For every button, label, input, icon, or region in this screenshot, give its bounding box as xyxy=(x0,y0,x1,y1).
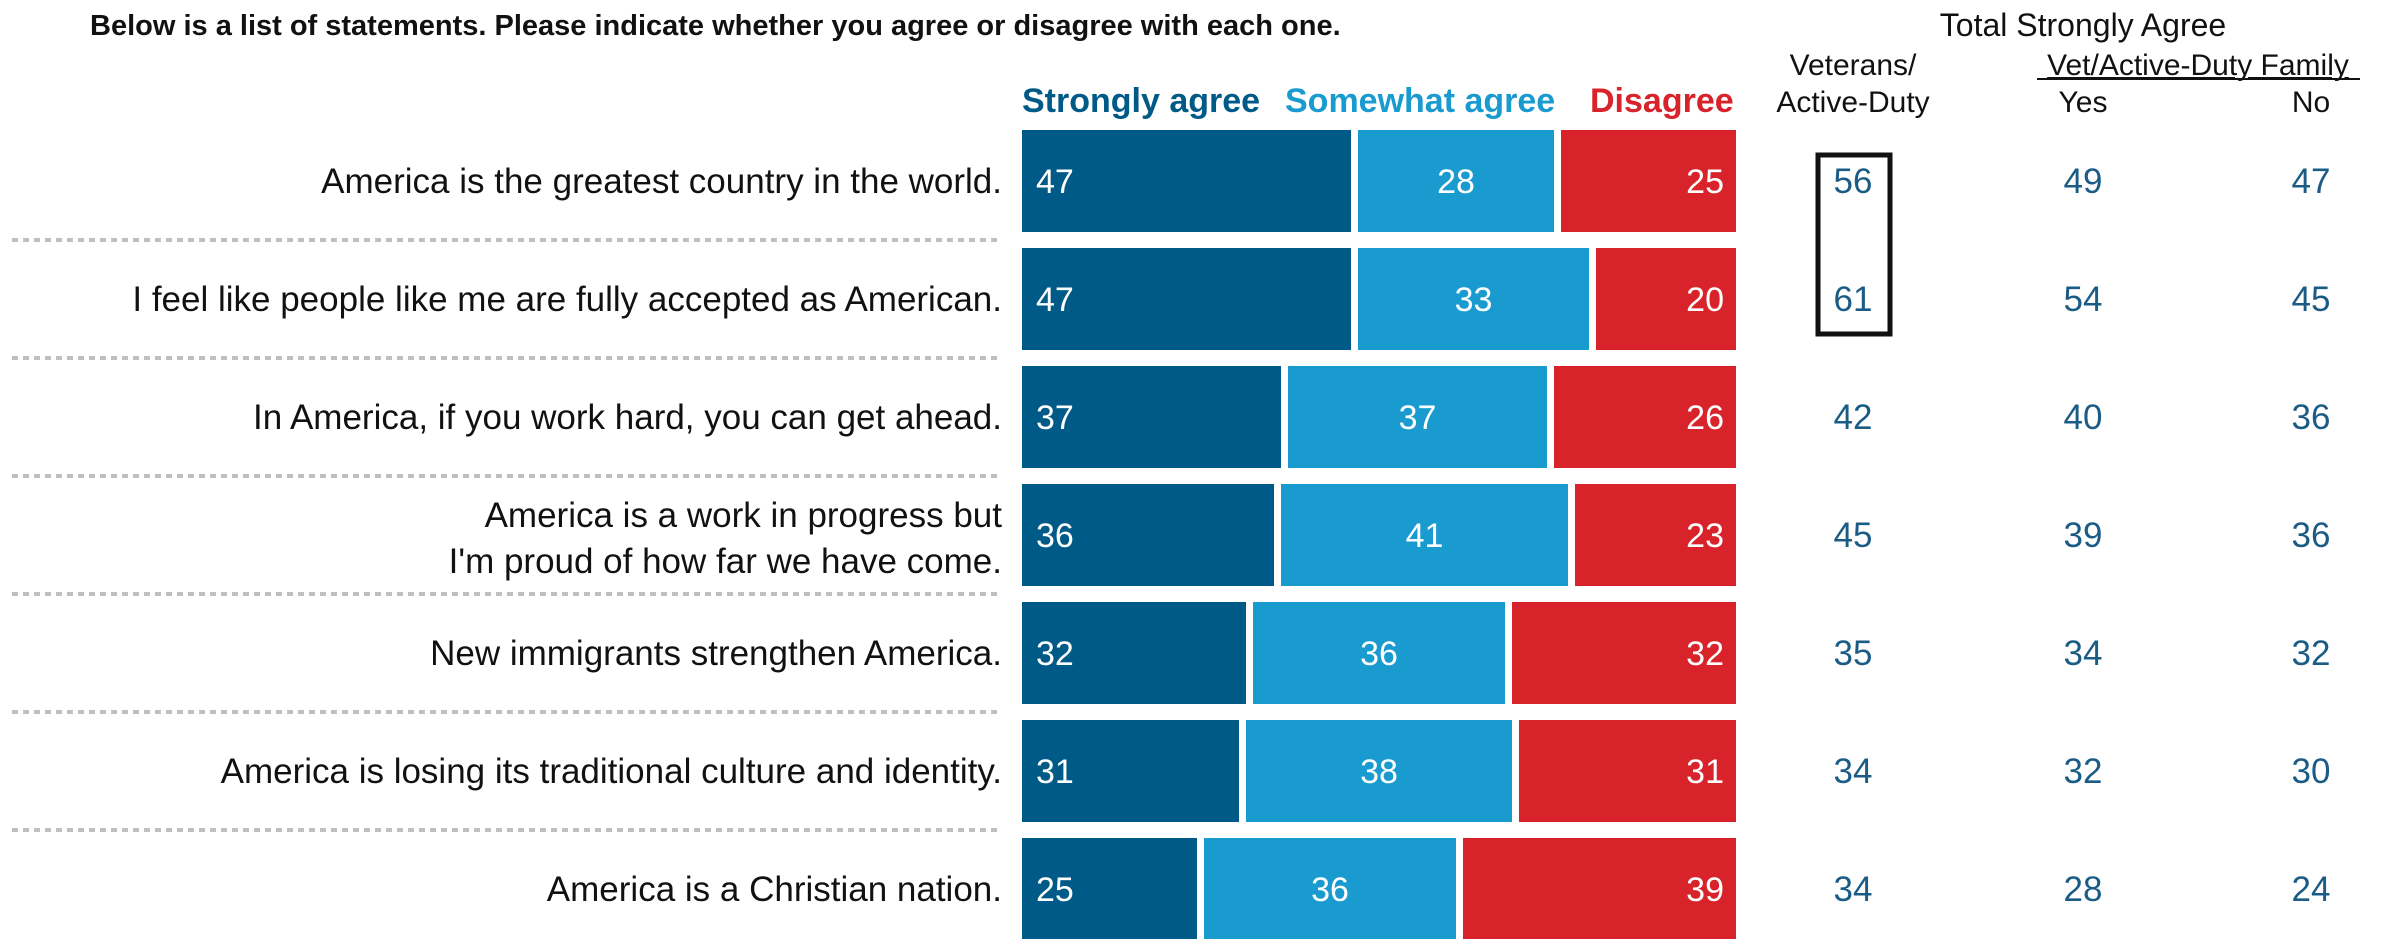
table-value: 32 xyxy=(2064,752,2103,791)
data-label-strongly: 25 xyxy=(1036,871,1074,909)
data-label-disagree: 25 xyxy=(1686,163,1724,201)
legend-item-somewhat: Somewhat agree xyxy=(1285,82,1555,120)
table-subgroup-header: Vet/Active-Duty Family xyxy=(2047,49,2349,82)
bar-segment-strongly xyxy=(1022,366,1281,468)
table-value: 42 xyxy=(1834,398,1873,437)
table-value: 40 xyxy=(2064,398,2103,437)
bar-segment-somewhat xyxy=(1246,720,1512,822)
bar-segment-somewhat xyxy=(1281,484,1568,586)
data-label-disagree: 39 xyxy=(1686,871,1724,909)
table-col-header-line: Active-Duty xyxy=(1776,86,1929,119)
bar-segment-somewhat xyxy=(1358,248,1589,350)
table-value: 35 xyxy=(1834,634,1873,673)
bar-segment-strongly xyxy=(1022,248,1351,350)
table-value: 45 xyxy=(1834,516,1873,555)
data-label-strongly: 31 xyxy=(1036,753,1074,791)
data-label-strongly: 32 xyxy=(1036,635,1074,673)
category-label: I feel like people like me are fully acc… xyxy=(132,280,1002,319)
table-value: 34 xyxy=(1834,870,1873,909)
table-value: 36 xyxy=(2292,516,2331,555)
data-label-strongly: 47 xyxy=(1036,281,1074,319)
table-value: 54 xyxy=(2064,280,2103,319)
bar-segment-disagree xyxy=(1463,838,1736,939)
bar-segment-somewhat xyxy=(1253,602,1505,704)
bar-segment-strongly xyxy=(1022,484,1274,586)
table-value: 36 xyxy=(2292,398,2331,437)
table-value: 39 xyxy=(2064,516,2103,555)
data-label-somewhat: 36 xyxy=(1360,635,1398,673)
highlight-box xyxy=(1815,152,1893,337)
data-label-disagree: 32 xyxy=(1686,635,1724,673)
table-value: 47 xyxy=(2292,162,2331,201)
bar-segment-disagree xyxy=(1519,720,1736,822)
table-value: 24 xyxy=(2292,870,2331,909)
data-label-strongly: 47 xyxy=(1036,163,1074,201)
table-value: 34 xyxy=(1834,752,1873,791)
bar-segment-somewhat xyxy=(1204,838,1456,939)
table-col-header-line: Veterans/ xyxy=(1790,49,1917,82)
table-value: 56 xyxy=(1834,162,1873,201)
category-label: America is losing its traditional cultur… xyxy=(221,752,1002,791)
table-group-header: Total Strongly Agree xyxy=(1940,7,2226,43)
chart-title: Below is a list of statements. Please in… xyxy=(90,10,1341,42)
bar-segment-disagree xyxy=(1596,248,1736,350)
bar-segment-somewhat xyxy=(1288,366,1547,468)
data-label-strongly: 36 xyxy=(1036,517,1074,555)
legend-item-strongly: Strongly agree xyxy=(1022,82,1260,120)
data-label-somewhat: 36 xyxy=(1311,871,1349,909)
data-label-somewhat: 38 xyxy=(1360,753,1398,791)
data-label-disagree: 20 xyxy=(1686,281,1724,319)
bar-segment-disagree xyxy=(1554,366,1736,468)
category-label: In America, if you work hard, you can ge… xyxy=(253,398,1002,437)
category-label: America is a work in progress but I'm pro… xyxy=(449,496,1003,581)
table-value: 49 xyxy=(2064,162,2103,201)
bar-segment-strongly xyxy=(1022,602,1246,704)
data-label-somewhat: 33 xyxy=(1455,281,1493,319)
table-value: 45 xyxy=(2292,280,2331,319)
table-col-header-no: No xyxy=(2292,86,2330,119)
table-value: 30 xyxy=(2292,752,2331,791)
legend-item-disagree: Disagree xyxy=(1590,82,1734,120)
bar-segment-strongly xyxy=(1022,130,1351,232)
category-label: America is a Christian nation. xyxy=(547,870,1002,909)
category-label: America is the greatest country in the w… xyxy=(321,162,1002,201)
bar-segment-strongly xyxy=(1022,838,1197,939)
data-label-somewhat: 37 xyxy=(1399,399,1437,437)
table-value: 32 xyxy=(2292,634,2331,673)
data-label-somewhat: 41 xyxy=(1406,517,1444,555)
bar-segment-disagree xyxy=(1575,484,1736,586)
data-label-disagree: 26 xyxy=(1686,399,1724,437)
bar-segment-strongly xyxy=(1022,720,1239,822)
data-label-disagree: 23 xyxy=(1686,517,1724,555)
table-value: 28 xyxy=(2064,870,2103,909)
table-value: 34 xyxy=(2064,634,2103,673)
bar-segment-somewhat xyxy=(1358,130,1554,232)
data-label-somewhat: 28 xyxy=(1437,163,1475,201)
bar-segment-disagree xyxy=(1561,130,1736,232)
data-label-disagree: 31 xyxy=(1686,753,1724,791)
data-label-strongly: 37 xyxy=(1036,399,1074,437)
table-col-header-yes: Yes xyxy=(2059,86,2108,119)
category-label: New immigrants strengthen America. xyxy=(430,634,1002,673)
table-value: 61 xyxy=(1834,280,1873,319)
bar-segment-disagree xyxy=(1512,602,1736,704)
